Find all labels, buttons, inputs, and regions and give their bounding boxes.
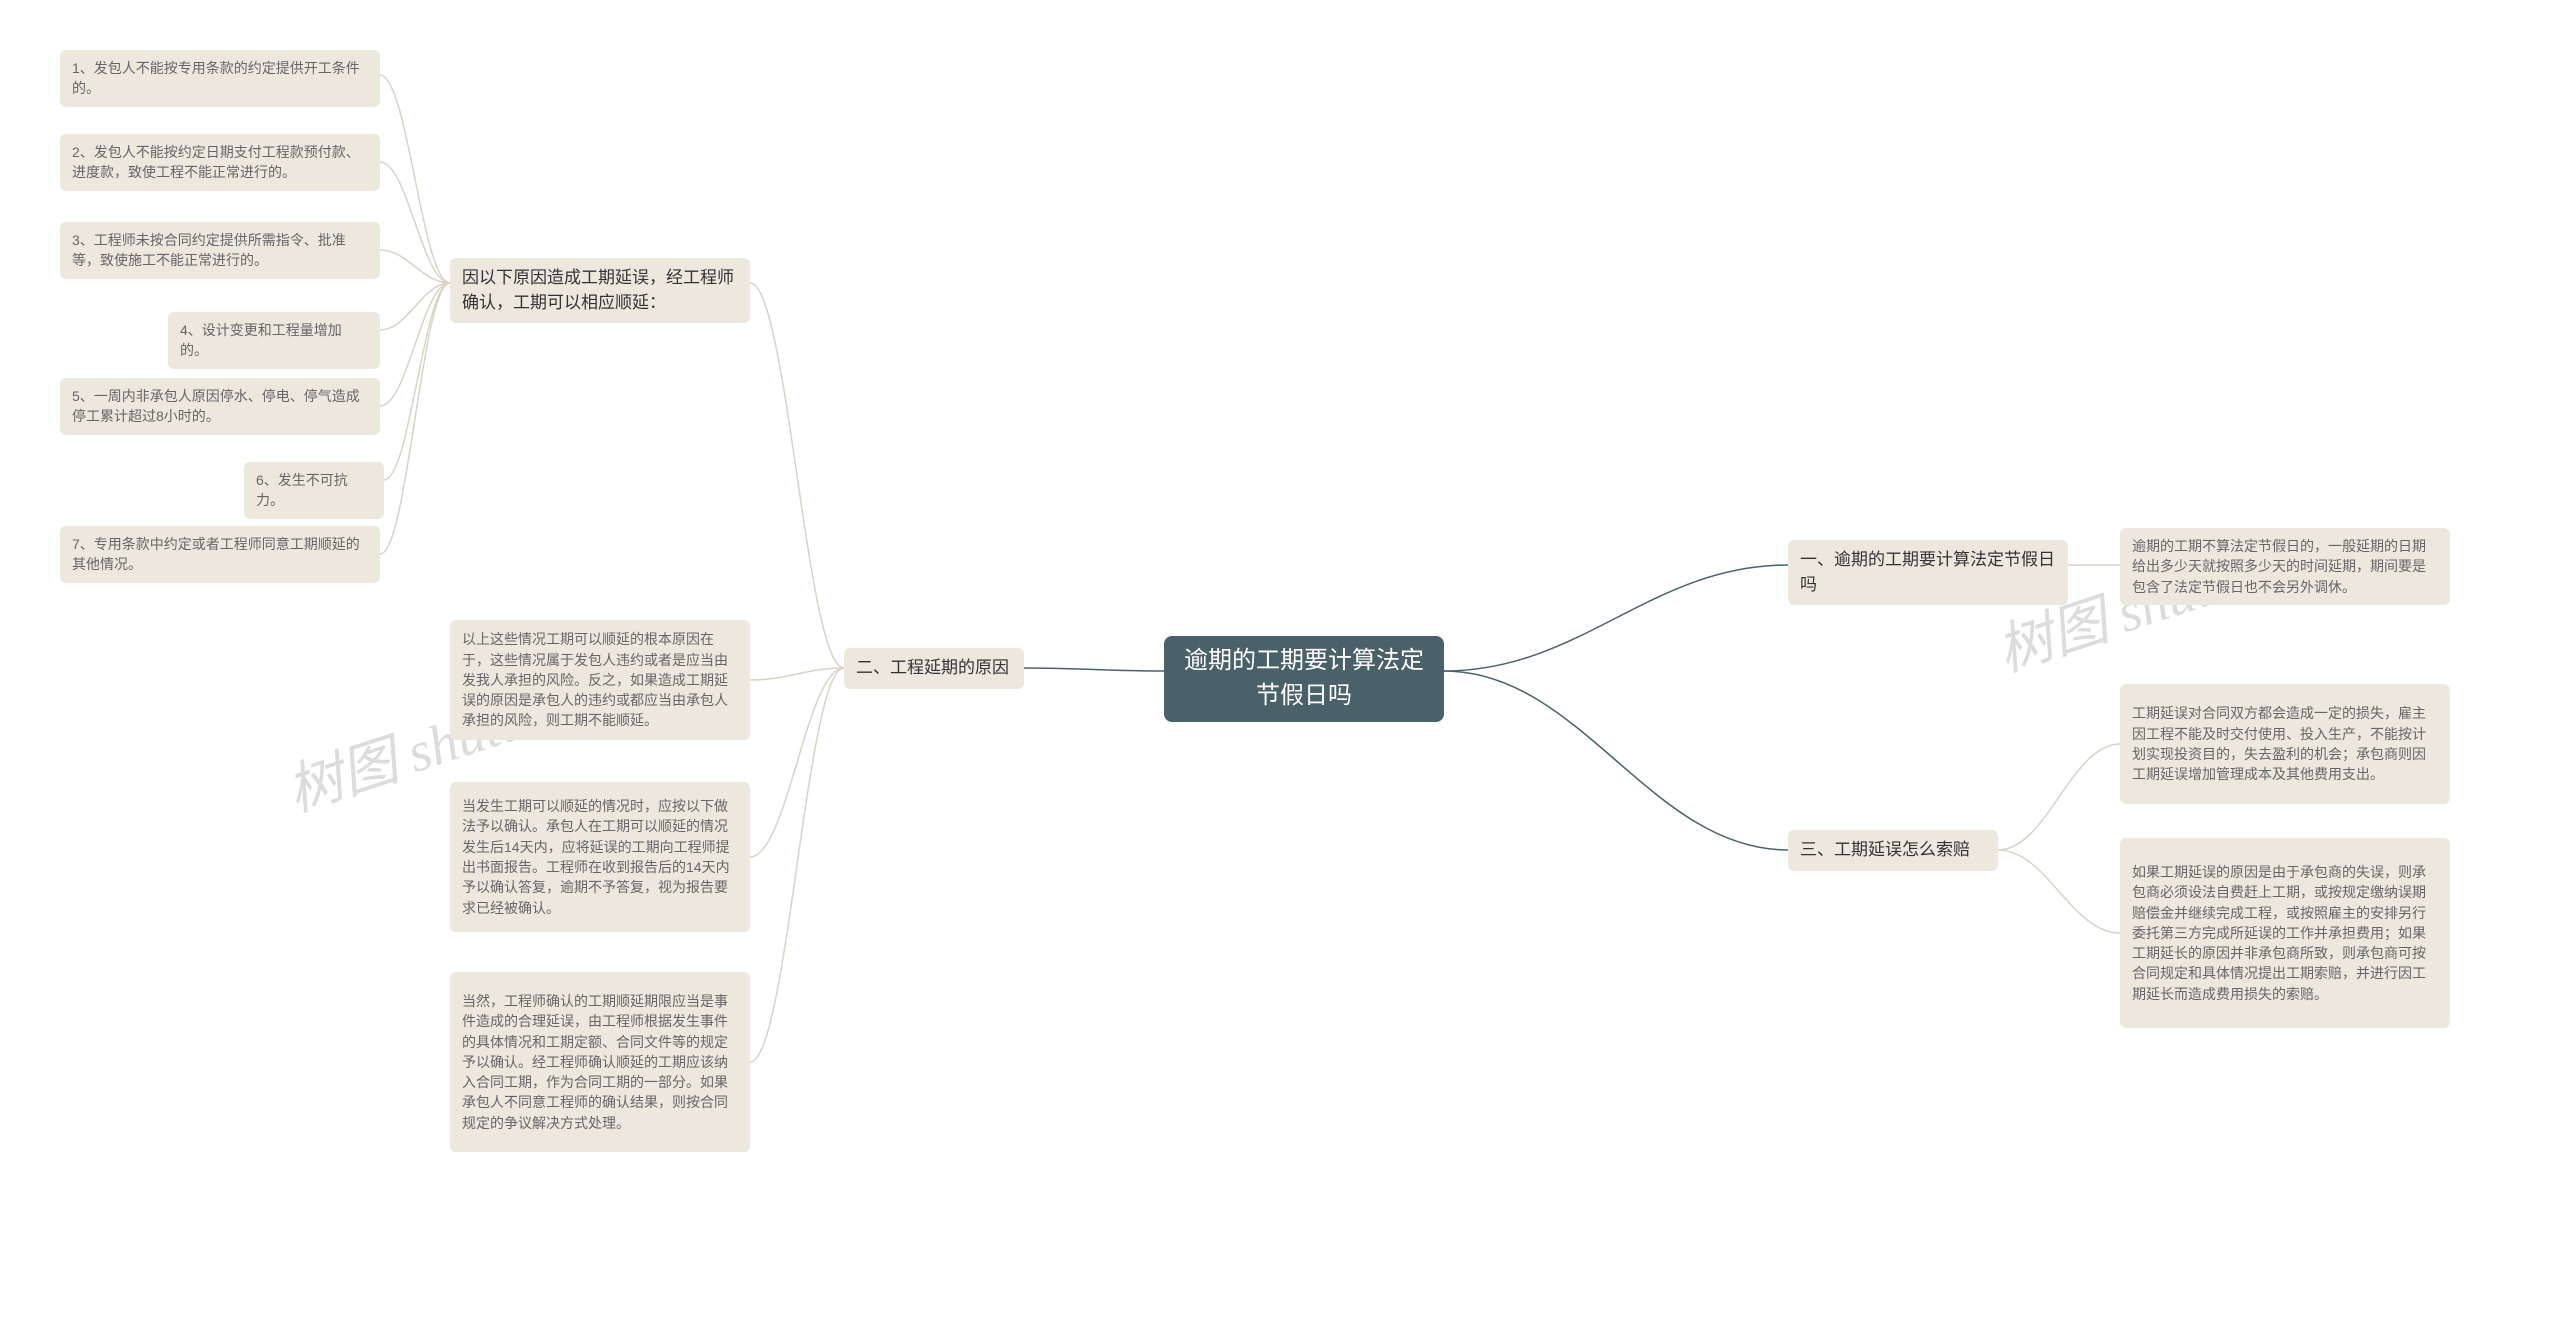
edge (1444, 671, 1788, 850)
edge (750, 668, 844, 1062)
mindmap-canvas: 树图 shutu.cn 树图 shutu.cn 逾期的工期要计算法定节假日吗 一… (0, 0, 2560, 1336)
branch-2-group-1-item-2[interactable]: 2、发包人不能按约定日期支付工程款预付款、进度款，致使工程不能正常进行的。 (60, 134, 380, 191)
branch-2-group-1[interactable]: 因以下原因造成工期延误，经工程师确认，工期可以相应顺延： (450, 258, 750, 323)
branch-2-group-1-item-3[interactable]: 3、工程师未按合同约定提供所需指令、批准等，致使施工不能正常进行的。 (60, 222, 380, 279)
edge (1998, 850, 2120, 933)
branch-2-leaf-3[interactable]: 当发生工期可以顺延的情况时，应按以下做法予以确认。承包人在工期可以顺延的情况发生… (450, 782, 750, 932)
branch-2-leaf-4[interactable]: 当然，工程师确认的工期顺延期限应当是事件造成的合理延误，由工程师根据发生事件的具… (450, 972, 750, 1152)
edge (750, 668, 844, 680)
branch-2-group-1-item-4[interactable]: 4、设计变更和工程量增加的。 (168, 312, 380, 369)
edge (1024, 668, 1164, 671)
edge (384, 283, 450, 480)
branch-2-group-1-item-5[interactable]: 5、一周内非承包人原因停水、停电、停气造成停工累计超过8小时的。 (60, 378, 380, 435)
center-node[interactable]: 逾期的工期要计算法定节假日吗 (1164, 636, 1444, 722)
edge (380, 283, 450, 330)
edge (380, 162, 450, 283)
branch-3-leaf-1[interactable]: 工期延误对合同双方都会造成一定的损失，雇主因工程不能及时交付使用、投入生产，不能… (2120, 684, 2450, 804)
branch-1[interactable]: 一、逾期的工期要计算法定节假日吗 (1788, 540, 2068, 605)
edge (380, 250, 450, 283)
edge (750, 668, 844, 857)
edge (380, 283, 450, 406)
edge (1998, 744, 2120, 850)
branch-2-group-1-item-6[interactable]: 6、发生不可抗力。 (244, 462, 384, 519)
edge (380, 75, 450, 283)
branch-1-leaf-1[interactable]: 逾期的工期不算法定节假日的，一般延期的日期给出多少天就按照多少天的时间延期，期间… (2120, 528, 2450, 605)
edge (1444, 565, 1788, 671)
branch-3-leaf-2[interactable]: 如果工期延误的原因是由于承包商的失误，则承包商必须设法自费赶上工期，或按规定缴纳… (2120, 838, 2450, 1028)
branch-2-leaf-2[interactable]: 以上这些情况工期可以顺延的根本原因在于，这些情况属于发包人违约或者是应当由发我人… (450, 620, 750, 740)
branch-3[interactable]: 三、工期延误怎么索赔 (1788, 830, 1998, 871)
branch-2-group-1-item-1[interactable]: 1、发包人不能按专用条款的约定提供开工条件的。 (60, 50, 380, 107)
branch-2[interactable]: 二、工程延期的原因 (844, 648, 1024, 689)
branch-2-group-1-item-7[interactable]: 7、专用条款中约定或者工程师同意工期顺延的其他情况。 (60, 526, 380, 583)
edge (750, 283, 844, 668)
edge (380, 283, 450, 554)
